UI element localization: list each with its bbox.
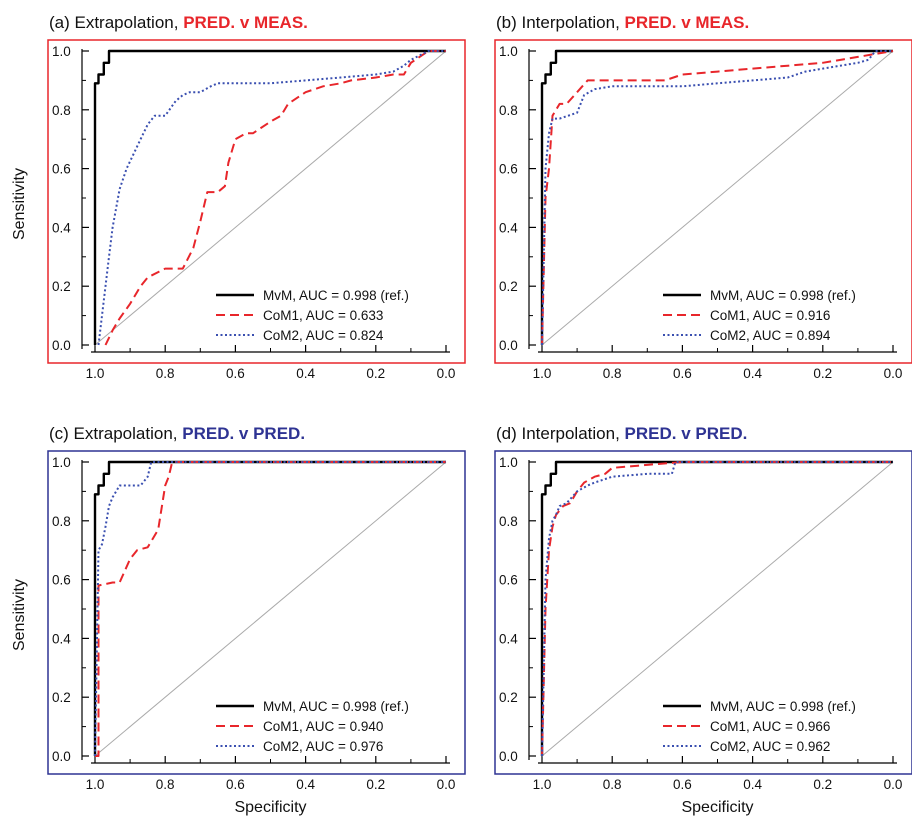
x-tick-label: 0.6 [226,777,245,792]
panel-title: (b) Interpolation, PRED. v MEAS. [496,13,749,32]
y-tick-label: 0.4 [52,220,71,235]
y-tick-label: 0.0 [52,749,71,764]
roc-curve [541,50,894,346]
x-tick-label: 0.6 [673,366,692,381]
x-tick-label: 0.0 [437,366,456,381]
y-tick-label: 0.4 [499,220,518,235]
roc-curve [104,50,446,346]
legend-label: CoM2, AUC = 0.976 [263,739,383,754]
x-tick-label: 1.0 [86,366,105,381]
y-tick-label: 0.0 [52,338,71,353]
legend-label: CoM2, AUC = 0.824 [263,328,384,343]
plot-frame [47,39,466,364]
roc-panel: (b) Interpolation, PRED. v MEAS. 0.0 0.2 0.… [494,13,912,381]
x-tick-label: 0.0 [884,366,903,381]
x-tick-label: 0.4 [743,777,762,792]
x-axis-label: Specificity [234,799,306,816]
y-tick-label: 1.0 [52,455,71,470]
y-tick-label: 0.2 [52,279,71,294]
legend-label: CoM1, AUC = 0.916 [710,308,830,323]
y-tick-label: 0.8 [499,103,518,118]
panel-title-highlight: PRED. v MEAS. [183,13,308,32]
x-tick-label: 0.4 [296,777,315,792]
legend-label: CoM1, AUC = 0.940 [263,719,383,734]
panel-title: (c) Extrapolation, PRED. v PRED. [49,424,305,443]
y-axis-label: Sensitivity [11,579,28,651]
plot-frame [494,450,912,775]
legend-label: MvM, AUC = 0.998 (ref.) [263,699,409,714]
roc-panel: (c) Extrapolation, PRED. v PRED. 0.0 0.2 0.… [11,424,466,816]
x-tick-label: 0.2 [813,777,832,792]
legend-label: CoM2, AUC = 0.894 [710,328,831,343]
panel-title-prefix: (b) Interpolation, [496,13,625,32]
y-tick-label: 0.4 [52,631,71,646]
y-tick-label: 0.2 [499,279,518,294]
x-tick-label: 0.6 [673,777,692,792]
x-tick-label: 1.0 [533,366,552,381]
legend-label: MvM, AUC = 0.998 (ref.) [710,288,856,303]
reference-diagonal [541,50,894,346]
roc-curve [93,49,446,345]
x-tick-label: 0.8 [156,777,175,792]
panel-title: (a) Extrapolation, PRED. v MEAS. [49,13,308,32]
x-tick-label: 0.8 [603,777,622,792]
legend-label: MvM, AUC = 0.998 (ref.) [710,699,856,714]
x-tick-label: 0.8 [156,366,175,381]
x-tick-label: 0.2 [366,777,385,792]
x-tick-label: 1.0 [533,777,552,792]
x-tick-label: 0.0 [437,777,456,792]
reference-diagonal [94,461,447,757]
y-tick-label: 0.6 [52,162,71,177]
y-tick-label: 0.6 [52,573,71,588]
y-tick-label: 0.8 [52,103,71,118]
y-tick-label: 1.0 [52,44,71,59]
roc-curve [541,461,893,757]
roc-panel: (d) Interpolation, PRED. v PRED. 0.0 0.2 0.… [494,424,912,816]
x-tick-label: 0.2 [813,366,832,381]
x-tick-label: 0.2 [366,366,385,381]
y-axis-label: Sensitivity [11,168,28,240]
x-tick-label: 0.6 [226,366,245,381]
y-tick-label: 0.8 [52,514,71,529]
y-tick-label: 0.6 [499,162,518,177]
y-tick-label: 0.2 [52,690,71,705]
x-tick-label: 0.8 [603,366,622,381]
y-tick-label: 0.4 [499,631,518,646]
reference-diagonal [541,461,894,757]
x-tick-label: 0.0 [884,777,903,792]
roc-curve [95,461,446,757]
legend-label: CoM1, AUC = 0.966 [710,719,830,734]
y-tick-label: 0.8 [499,514,518,529]
roc-curve [540,460,893,756]
legend-label: MvM, AUC = 0.998 (ref.) [263,288,409,303]
legend-label: CoM2, AUC = 0.962 [710,739,830,754]
panel-title: (d) Interpolation, PRED. v PRED. [496,424,747,443]
plot-frame [494,39,912,364]
panel-title-prefix: (a) Extrapolation, [49,13,183,32]
roc-curve [540,49,893,345]
panel-title-prefix: (d) Interpolation, [496,424,625,443]
roc-curve [97,50,446,346]
y-tick-label: 0.0 [499,338,518,353]
y-tick-label: 0.2 [499,690,518,705]
x-tick-label: 0.4 [743,366,762,381]
plot-frame [47,450,466,775]
panel-title-prefix: (c) Extrapolation, [49,424,182,443]
y-tick-label: 0.0 [499,749,518,764]
panel-title-highlight: PRED. v PRED. [182,424,305,443]
x-axis-label: Specificity [681,799,753,816]
panel-title-highlight: PRED. v MEAS. [625,13,750,32]
reference-diagonal [94,50,447,346]
y-tick-label: 0.6 [499,573,518,588]
legend-label: CoM1, AUC = 0.633 [263,308,383,323]
y-tick-label: 1.0 [499,44,518,59]
x-tick-label: 0.4 [296,366,315,381]
x-tick-label: 1.0 [86,777,105,792]
y-tick-label: 1.0 [499,455,518,470]
roc-panel: (a) Extrapolation, PRED. v MEAS. 0.0 0.2 0.… [11,13,466,381]
roc-curve [94,461,446,757]
panel-title-highlight: PRED. v PRED. [625,424,748,443]
roc-curve [93,460,446,756]
